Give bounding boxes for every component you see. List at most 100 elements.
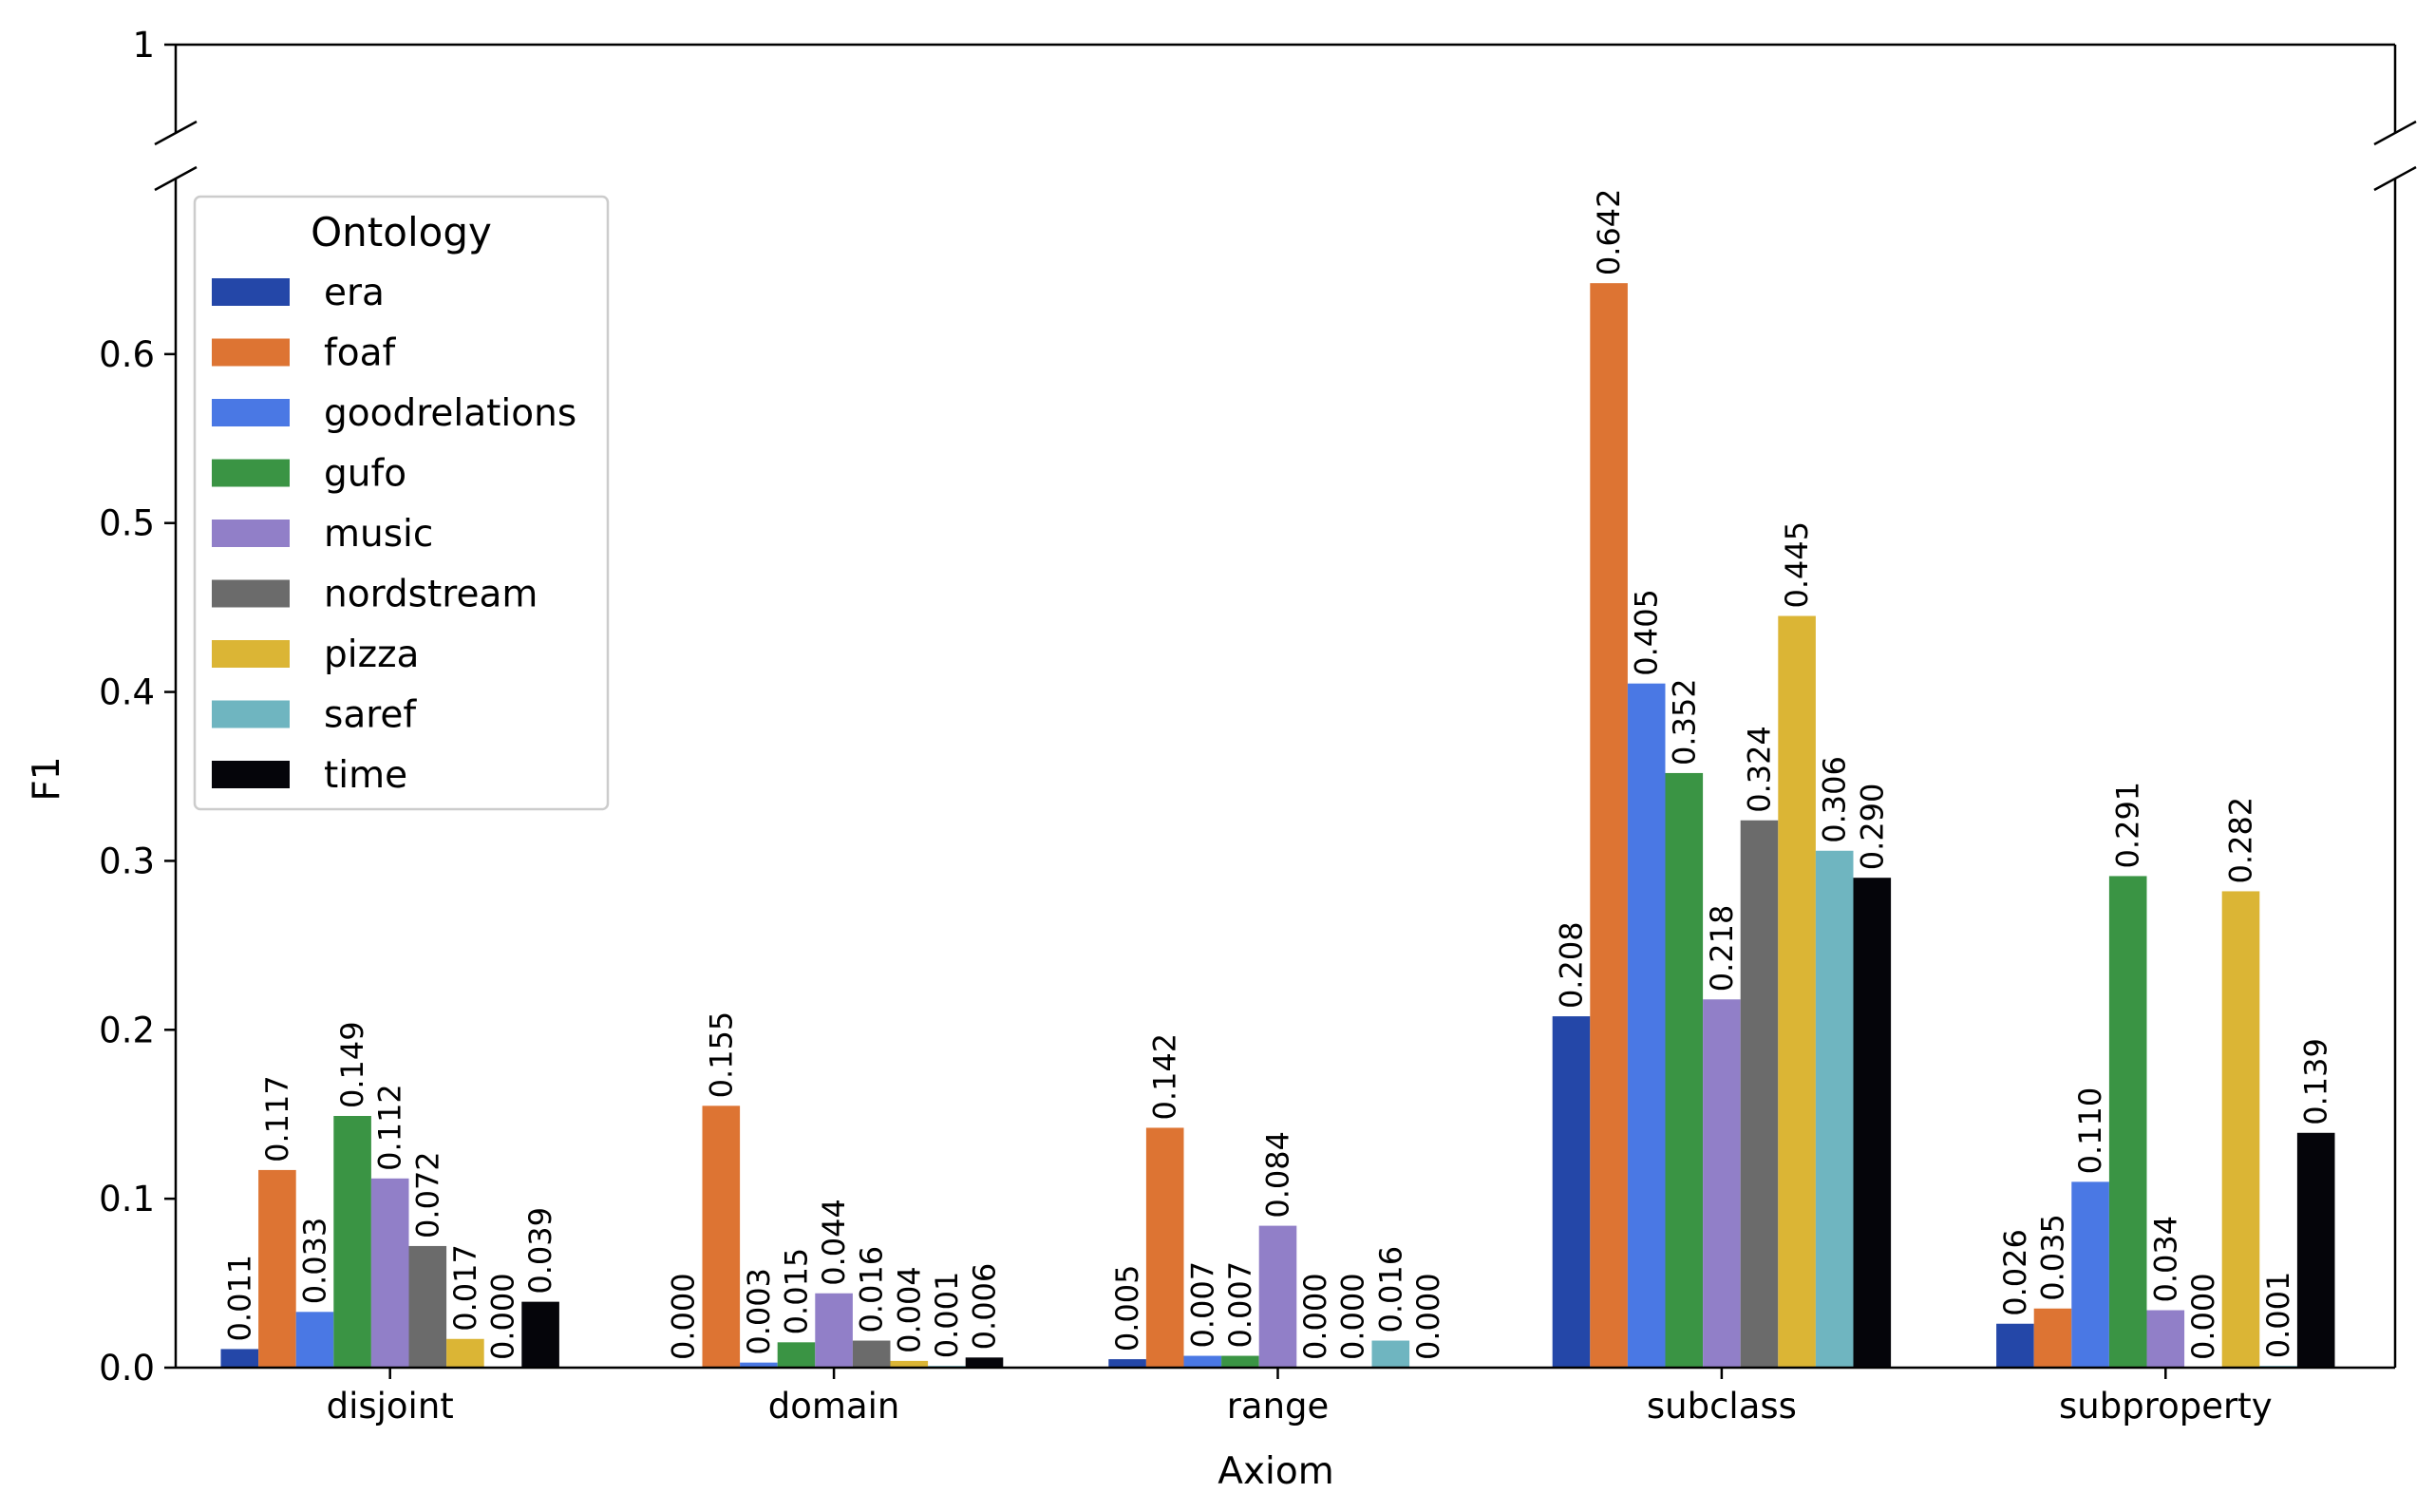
- legend-label-foaf: foaf: [324, 332, 396, 375]
- bar-music-range: [1258, 1225, 1297, 1368]
- y-tick-label: 0.1: [99, 1179, 155, 1219]
- data-label-foaf-range: 0.142: [1147, 1033, 1183, 1121]
- legend-swatch-nordstream: [212, 579, 290, 608]
- bar-foaf-domain: [702, 1106, 741, 1368]
- y-tick-label: 0.6: [99, 334, 155, 375]
- y-tick-label: 0.5: [99, 503, 155, 544]
- bar-pizza-subclass: [1778, 615, 1816, 1368]
- data-label-goodrelations-disjoint: 0.033: [297, 1218, 333, 1305]
- bar-time-subclass: [1853, 878, 1892, 1368]
- bar-music-subproperty: [2146, 1310, 2185, 1368]
- legend: Ontology era foaf goodrelations gufo music nor…: [193, 195, 610, 811]
- bar-pizza-disjoint: [446, 1338, 484, 1368]
- bars-layer: [220, 283, 2335, 1368]
- legend-label-era: era: [324, 272, 385, 314]
- bar-goodrelations-disjoint: [295, 1312, 334, 1368]
- data-label-foaf-domain: 0.155: [703, 1011, 739, 1099]
- data-label-pizza-subclass: 0.445: [1779, 521, 1815, 609]
- bar-foaf-subproperty: [2033, 1308, 2072, 1368]
- data-label-nordstream-range: 0.000: [1297, 1273, 1333, 1360]
- data-label-goodrelations-domain: 0.003: [741, 1268, 777, 1355]
- data-label-time-domain: 0.006: [967, 1263, 1003, 1351]
- bar-era-disjoint: [220, 1349, 259, 1368]
- data-label-gufo-subclass: 0.352: [1666, 678, 1702, 765]
- axis-break-mark: [154, 165, 198, 192]
- y-tick-label-top: 1: [132, 25, 155, 66]
- bar-goodrelations-subproperty: [2071, 1181, 2109, 1368]
- data-label-goodrelations-subproperty: 0.110: [2072, 1087, 2108, 1175]
- x-tick-label-disjoint: disjoint: [327, 1386, 454, 1427]
- data-label-nordstream-subproperty: 0.000: [2185, 1273, 2221, 1360]
- x-axis-label: Axiom: [1218, 1450, 1333, 1493]
- bar-goodrelations-subclass: [1627, 683, 1666, 1368]
- data-label-pizza-domain: 0.004: [891, 1266, 927, 1353]
- y-tick-label: 0.0: [99, 1348, 155, 1389]
- data-label-pizza-disjoint: 0.017: [447, 1244, 483, 1332]
- bar-goodrelations-range: [1183, 1355, 1222, 1368]
- data-label-time-range: 0.000: [1410, 1273, 1446, 1360]
- data-label-gufo-subproperty: 0.291: [2110, 782, 2146, 869]
- data-label-nordstream-subclass: 0.324: [1742, 726, 1778, 813]
- bar-gufo-domain: [777, 1342, 816, 1368]
- bar-time-disjoint: [521, 1301, 559, 1368]
- data-label-music-subclass: 0.218: [1704, 905, 1740, 992]
- bar-era-subclass: [1552, 1016, 1591, 1368]
- data-label-music-disjoint: 0.112: [372, 1084, 408, 1171]
- data-label-goodrelations-range: 0.007: [1184, 1261, 1220, 1349]
- bar-music-domain: [815, 1293, 853, 1368]
- bar-time-domain: [965, 1357, 1004, 1368]
- bar-nordstream-disjoint: [408, 1245, 447, 1368]
- data-label-saref-range: 0.016: [1372, 1246, 1408, 1333]
- axis-break-mark: [2373, 165, 2417, 192]
- axes-layer: 0.0 0.1 0.2 0.3 0.4 0.5 0.6 1 disjoint domain rang…: [26, 25, 2417, 1493]
- x-tick-label-range: range: [1227, 1386, 1330, 1427]
- data-label-nordstream-disjoint: 0.072: [409, 1151, 445, 1238]
- data-label-saref-disjoint: 0.000: [485, 1273, 521, 1360]
- bar-goodrelations-domain: [740, 1362, 778, 1368]
- y-tick-label: 0.4: [99, 672, 155, 713]
- data-label-pizza-range: 0.000: [1335, 1273, 1371, 1360]
- legend-swatch-goodrelations: [212, 399, 290, 426]
- data-label-era-subclass: 0.208: [1554, 921, 1590, 1009]
- bar-music-disjoint: [370, 1178, 409, 1368]
- axis-break-mark: [2373, 120, 2417, 146]
- legend-swatch-music: [212, 520, 290, 547]
- data-label-gufo-range: 0.007: [1222, 1261, 1258, 1349]
- legend-label-goodrelations: goodrelations: [324, 392, 576, 435]
- data-label-foaf-subproperty: 0.035: [2035, 1214, 2071, 1301]
- legend-label-nordstream: nordstream: [324, 574, 538, 616]
- legend-swatch-saref: [212, 700, 290, 728]
- bar-time-subproperty: [2296, 1132, 2335, 1368]
- legend-swatch-gufo: [212, 459, 290, 487]
- bar-saref-range: [1371, 1340, 1410, 1368]
- bar-saref-subclass: [1815, 850, 1854, 1368]
- data-label-foaf-subclass: 0.642: [1591, 189, 1627, 276]
- legend-swatch-time: [212, 761, 290, 788]
- legend-label-music: music: [324, 513, 433, 556]
- data-label-nordstream-domain: 0.016: [854, 1246, 890, 1333]
- data-label-gufo-domain: 0.015: [779, 1248, 815, 1335]
- legend-swatch-era: [212, 278, 290, 306]
- legend-label-pizza: pizza: [324, 633, 419, 676]
- bar-pizza-domain: [890, 1360, 929, 1368]
- data-label-era-subproperty: 0.026: [1997, 1229, 2033, 1316]
- bar-gufo-disjoint: [333, 1115, 371, 1368]
- x-tick-label-subclass: subclass: [1647, 1386, 1797, 1427]
- bar-gufo-subclass: [1665, 772, 1704, 1368]
- bar-pizza-subproperty: [2221, 891, 2260, 1368]
- data-label-goodrelations-subclass: 0.405: [1629, 589, 1665, 676]
- data-label-time-subproperty: 0.139: [2298, 1038, 2334, 1125]
- data-label-music-range: 0.084: [1260, 1131, 1296, 1219]
- legend-box: [193, 195, 610, 811]
- legend-label-gufo: gufo: [324, 453, 406, 496]
- bar-era-subproperty: [1996, 1323, 2034, 1368]
- bar-foaf-disjoint: [258, 1169, 296, 1368]
- data-label-foaf-disjoint: 0.117: [259, 1075, 295, 1162]
- data-label-saref-domain: 0.001: [929, 1272, 965, 1359]
- y-axis-label: F1: [26, 756, 68, 801]
- data-label-time-disjoint: 0.039: [522, 1207, 558, 1295]
- data-label-saref-subproperty: 0.001: [2260, 1272, 2296, 1359]
- x-tick-label-subproperty: subproperty: [2059, 1386, 2273, 1427]
